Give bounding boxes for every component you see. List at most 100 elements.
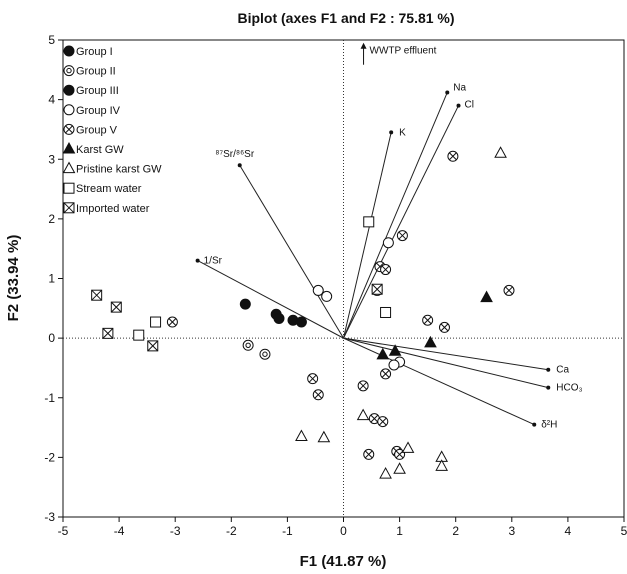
legend-marker-pristine-karst-gw xyxy=(62,161,76,174)
legend-marker-group-iv xyxy=(63,104,75,116)
x-tick-label: 0 xyxy=(340,524,347,538)
vector-cl xyxy=(343,105,459,339)
vector-tip-87sr-86sr xyxy=(237,163,242,168)
point-group-ii xyxy=(242,339,254,351)
annotation-label: WWTP effluent xyxy=(370,46,437,57)
point-stream-water xyxy=(150,316,162,328)
legend-label-pristine-karst-gw: Pristine karst GW xyxy=(76,164,162,176)
y-tick-label: 2 xyxy=(48,212,55,226)
loading-vectors: ⁸⁷Sr/⁸⁶Sr 1/Sr K Na Cl Ca HCO₃ δ²H xyxy=(195,82,583,431)
point-pristine-karst-gw xyxy=(401,441,415,453)
point-group-v xyxy=(166,316,178,328)
legend-marker-group-ii xyxy=(63,65,75,77)
legend-marker-group-v xyxy=(63,123,75,135)
point-imported-water xyxy=(110,301,122,313)
x-tick-label: 1 xyxy=(396,524,403,538)
point-group-iv xyxy=(388,359,400,371)
point-pristine-karst-gw xyxy=(295,429,308,442)
point-karst-gw xyxy=(388,344,402,356)
point-pristine-karst-gw xyxy=(435,459,449,471)
vector-label-hco3: HCO₃ xyxy=(556,383,582,394)
vector-87sr-86sr xyxy=(239,164,344,339)
vector-label-87sr-86sr: ⁸⁷Sr/⁸⁶Sr xyxy=(215,149,255,160)
point-imported-water xyxy=(91,289,103,301)
point-group-v xyxy=(312,389,324,401)
x-tick-label: -5 xyxy=(58,524,69,538)
point-pristine-karst-gw xyxy=(393,462,406,474)
chart-title: Biplot (axes F1 and F2 : 75.81 %) xyxy=(237,10,454,26)
point-group-v xyxy=(363,448,375,460)
legend-label-group-v: Group V xyxy=(76,124,118,136)
legend-label-karst-gw: Karst GW xyxy=(76,144,124,156)
legend-label-group-i: Group I xyxy=(76,46,113,58)
point-stream-water xyxy=(363,216,375,228)
y-tick-label: -3 xyxy=(44,510,55,524)
legend-marker-stream-water xyxy=(63,182,75,194)
point-group-v xyxy=(307,373,319,385)
point-pristine-karst-gw xyxy=(356,408,370,421)
vector-label-na: Na xyxy=(453,82,466,93)
point-group-v xyxy=(503,284,515,296)
zero-lines xyxy=(63,40,624,517)
point-karst-gw xyxy=(480,290,493,303)
vector-1-sr xyxy=(197,260,344,339)
point-group-v xyxy=(438,321,450,333)
legend-marker-karst-gw xyxy=(62,141,76,154)
x-tick-label: 3 xyxy=(508,524,515,538)
vector-tip--2h xyxy=(532,422,537,427)
point-pristine-karst-gw xyxy=(494,146,507,158)
point-stream-water xyxy=(133,329,145,341)
vector-tip-ca xyxy=(546,367,551,372)
point-group-iii xyxy=(295,316,307,328)
wwtp-annotation: WWTP effluent xyxy=(360,42,437,65)
y-axis-label: F2 (33.94 %) xyxy=(5,235,22,322)
point-imported-water xyxy=(147,340,159,352)
x-axis-label: F1 (41.87 %) xyxy=(300,553,387,570)
legend: Group I Group II Group III Group IV Group V K… xyxy=(62,45,162,215)
vector-tip-hco3 xyxy=(546,385,551,390)
point-karst-gw xyxy=(376,347,390,360)
up-arrowhead-icon xyxy=(360,42,367,49)
x-tick-label: 2 xyxy=(452,524,459,538)
vector-label-ca: Ca xyxy=(556,365,569,376)
legend-marker-group-iii xyxy=(63,84,75,96)
point-group-iv xyxy=(312,284,324,296)
legend-label-group-iv: Group IV xyxy=(76,105,121,117)
point-group-v xyxy=(394,448,406,460)
point-group-iii xyxy=(239,298,251,310)
point-group-iv xyxy=(382,237,394,249)
y-tick-label: -2 xyxy=(44,450,55,464)
vector-label--2h: δ²H xyxy=(541,420,557,431)
vector-tip-1-sr xyxy=(195,258,200,263)
y-tick-label: 5 xyxy=(48,33,55,47)
y-tick-label: -1 xyxy=(44,391,55,405)
x-tick-label: -1 xyxy=(282,524,293,538)
y-tick-label: 1 xyxy=(48,272,55,286)
vector-label-cl: Cl xyxy=(465,100,474,111)
point-imported-water xyxy=(371,283,383,295)
point-stream-water xyxy=(380,306,392,318)
vector-label-1-sr: 1/Sr xyxy=(204,256,223,267)
vector-tip-cl xyxy=(456,103,461,108)
y-tick-label: 3 xyxy=(48,152,55,166)
y-axis: -3 -2 -1 0 1 2 3 4 5 xyxy=(44,33,63,524)
vector-ca xyxy=(343,337,549,371)
x-tick-label: -3 xyxy=(170,524,181,538)
point-group-ii xyxy=(259,348,271,360)
vector-tip-k xyxy=(389,130,394,135)
vector--2h xyxy=(343,337,535,426)
point-group-iv xyxy=(321,290,333,302)
x-tick-label: 5 xyxy=(621,524,627,538)
point-pristine-karst-gw xyxy=(317,430,331,443)
legend-marker-group-i xyxy=(63,45,75,57)
vector-tip-na xyxy=(445,90,450,95)
legend-marker-imported-water xyxy=(63,202,75,214)
y-tick-label: 4 xyxy=(48,93,55,107)
point-group-v xyxy=(447,150,459,162)
point-group-v xyxy=(377,416,389,428)
legend-label-group-iii: Group III xyxy=(76,85,119,97)
point-group-v xyxy=(357,380,369,392)
point-group-v xyxy=(422,314,434,326)
point-group-v xyxy=(380,264,392,276)
